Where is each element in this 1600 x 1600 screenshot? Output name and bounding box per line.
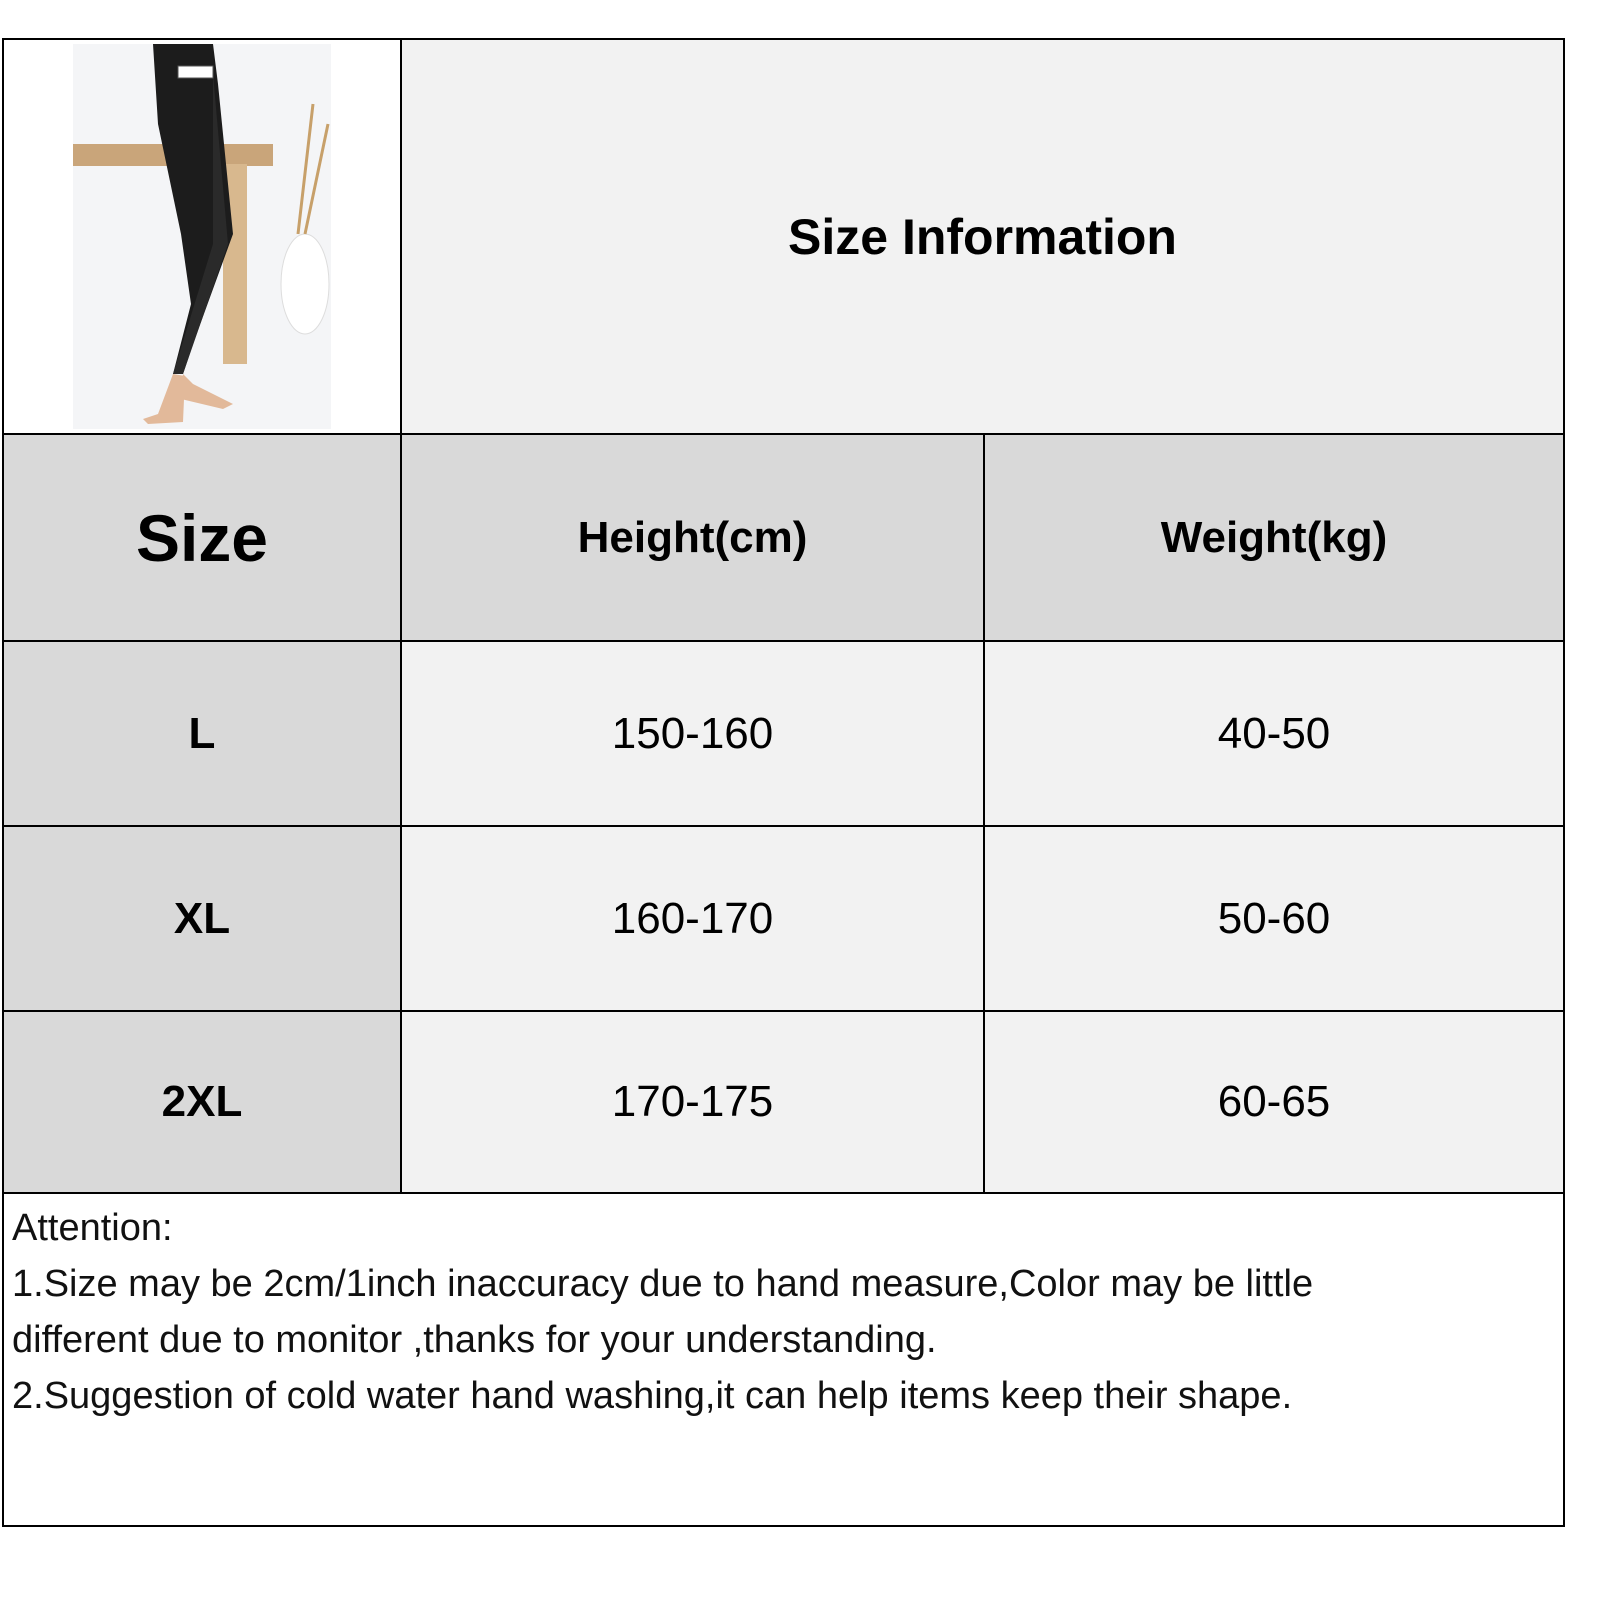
table-row-size: L (4, 642, 402, 827)
table-row-size: XL (4, 827, 402, 1012)
height-value: 170-175 (611, 1077, 774, 1126)
size-value: L (188, 708, 216, 758)
notes-heading: Attention: (12, 1207, 173, 1249)
height-value: 160-170 (611, 893, 774, 943)
table-row-height: 150-160 (402, 642, 985, 827)
table-row-size: 2XL (4, 1012, 402, 1194)
header-height-label: Height(cm) (577, 512, 808, 562)
header-height: Height(cm) (402, 435, 985, 642)
height-value: 150-160 (611, 708, 774, 758)
table-row-height: 170-175 (402, 1012, 985, 1194)
header-weight-label: Weight(kg) (1160, 512, 1388, 562)
table-row-weight: 60-65 (985, 1012, 1565, 1194)
header-size: Size (4, 435, 402, 642)
product-photo-cell (4, 40, 402, 435)
size-value: 2XL (161, 1077, 243, 1126)
note-line-3: 2.Suggestion of cold water hand washing,… (12, 1375, 1293, 1417)
attention-notes: Attention: 1.Size may be 2cm/1inch inacc… (4, 1192, 1563, 1432)
title-cell: Size Information (402, 40, 1565, 435)
header-size-label: Size (135, 500, 269, 575)
weight-value: 50-60 (1217, 893, 1331, 943)
header-weight: Weight(kg) (985, 435, 1565, 642)
chart-title: Size Information (788, 208, 1177, 265)
note-line-2: different due to monitor ,thanks for you… (12, 1319, 937, 1361)
weight-value: 40-50 (1217, 708, 1331, 758)
table-row-weight: 40-50 (985, 642, 1565, 827)
table-row-height: 160-170 (402, 827, 985, 1012)
table-row-weight: 50-60 (985, 827, 1565, 1012)
size-value: XL (173, 893, 231, 943)
weight-value: 60-65 (1217, 1077, 1331, 1126)
note-line-1: 1.Size may be 2cm/1inch inaccuracy due t… (12, 1263, 1314, 1305)
product-photo (73, 44, 331, 429)
size-chart-table: Size Information Size Height(cm) Weight(… (2, 38, 1565, 1527)
